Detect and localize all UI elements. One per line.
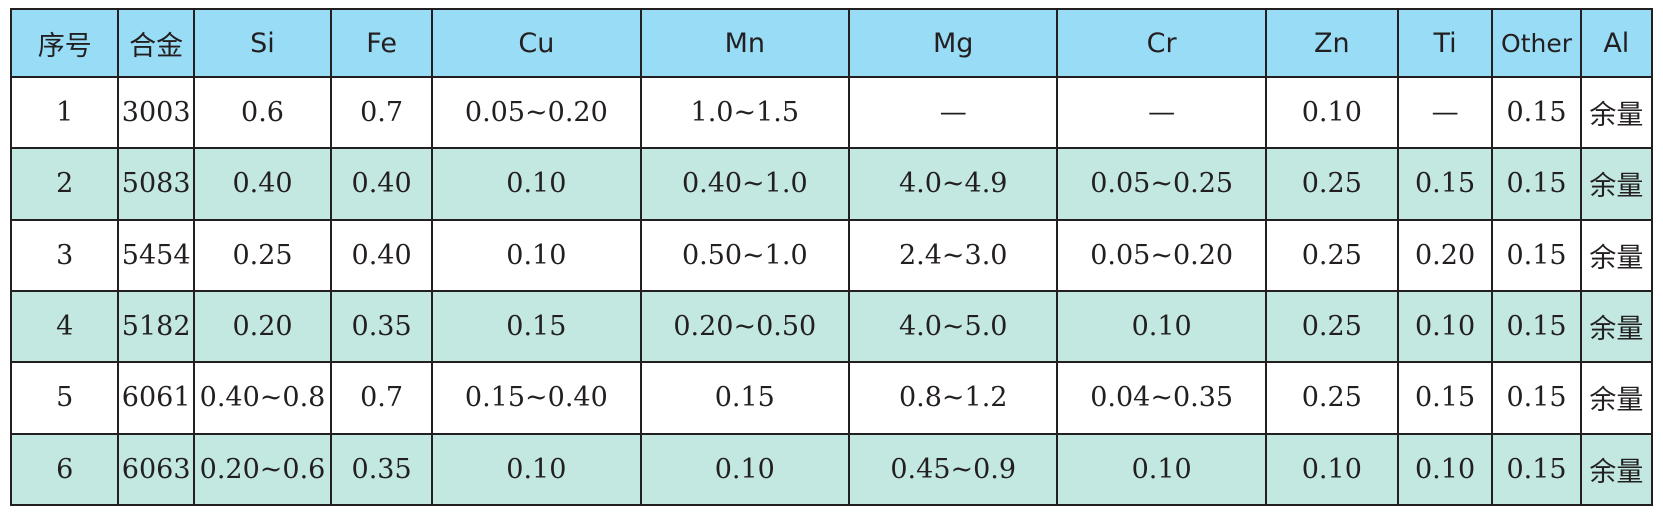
- cell-mn: 0.15: [639, 361, 851, 435]
- cell-cu: 0.15~0.40: [431, 361, 642, 435]
- cell-cr: —: [1056, 75, 1267, 150]
- col-header-ti: Ti: [1396, 8, 1494, 78]
- cell-cu: 0.10: [431, 147, 642, 221]
- col-header-other: Other: [1491, 8, 1582, 78]
- header-row: 序号 合金 Si Fe Cu Mn Mg Cr Zn Ti Other Al: [9, 8, 1654, 78]
- cell-mg: —: [847, 75, 1059, 150]
- cell-mg: 4.0~4.9: [847, 147, 1059, 221]
- cell-al: 余量: [1579, 289, 1654, 364]
- col-header-al: Al: [1579, 8, 1654, 78]
- cell-zn: 0.10: [1264, 75, 1399, 150]
- cell-index: 3: [9, 218, 120, 292]
- alloy-composition-table: 序号 合金 Si Fe Cu Mn Mg Cr Zn Ti Other Al 1…: [9, 8, 1654, 507]
- cell-alloy: 5454: [117, 218, 195, 292]
- cell-fe: 0.35: [330, 432, 434, 507]
- col-header-fe: Fe: [330, 8, 434, 78]
- cell-mn: 1.0~1.5: [639, 75, 851, 150]
- cell-index: 2: [9, 147, 120, 221]
- cell-mg: 0.8~1.2: [847, 361, 1059, 435]
- cell-cu: 0.15: [431, 289, 642, 364]
- table-row: 3 5454 0.25 0.40 0.10 0.50~1.0 2.4~3.0 0…: [9, 218, 1654, 292]
- cell-zn: 0.25: [1264, 218, 1399, 292]
- col-header-mg: Mg: [847, 8, 1059, 78]
- cell-mn: 0.50~1.0: [639, 218, 851, 292]
- cell-fe: 0.35: [330, 289, 434, 364]
- col-header-si: Si: [192, 8, 333, 78]
- cell-index: 5: [9, 361, 120, 435]
- cell-si: 0.40: [192, 147, 333, 221]
- col-header-alloy: 合金: [117, 8, 195, 78]
- cell-cr: 0.10: [1056, 432, 1267, 507]
- cell-ti: —: [1396, 75, 1494, 150]
- col-header-index: 序号: [9, 8, 120, 78]
- col-header-zn: Zn: [1264, 8, 1399, 78]
- cell-si: 0.6: [192, 75, 333, 150]
- cell-index: 1: [9, 75, 120, 150]
- table-row: 6 6063 0.20~0.6 0.35 0.10 0.10 0.45~0.9 …: [9, 432, 1654, 507]
- table-row: 2 5083 0.40 0.40 0.10 0.40~1.0 4.0~4.9 0…: [9, 147, 1654, 221]
- cell-fe: 0.40: [330, 218, 434, 292]
- cell-other: 0.15: [1491, 75, 1582, 150]
- cell-mn: 0.10: [639, 432, 851, 507]
- cell-si: 0.25: [192, 218, 333, 292]
- cell-mg: 4.0~5.0: [847, 289, 1059, 364]
- cell-index: 4: [9, 289, 120, 364]
- cell-cr: 0.10: [1056, 289, 1267, 364]
- cell-fe: 0.7: [330, 361, 434, 435]
- cell-al: 余量: [1579, 432, 1654, 507]
- table-row: 5 6061 0.40~0.8 0.7 0.15~0.40 0.15 0.8~1…: [9, 361, 1654, 435]
- cell-cr: 0.05~0.20: [1056, 218, 1267, 292]
- cell-mg: 0.45~0.9: [847, 432, 1059, 507]
- cell-alloy: 5182: [117, 289, 195, 364]
- cell-al: 余量: [1579, 147, 1654, 221]
- col-header-cu: Cu: [431, 8, 642, 78]
- cell-other: 0.15: [1491, 361, 1582, 435]
- cell-si: 0.40~0.8: [192, 361, 333, 435]
- cell-cu: 0.05~0.20: [431, 75, 642, 150]
- cell-cr: 0.04~0.35: [1056, 361, 1267, 435]
- table-row: 1 3003 0.6 0.7 0.05~0.20 1.0~1.5 — — 0.1…: [9, 75, 1654, 150]
- cell-mn: 0.40~1.0: [639, 147, 851, 221]
- cell-cr: 0.05~0.25: [1056, 147, 1267, 221]
- cell-index: 6: [9, 432, 120, 507]
- cell-other: 0.15: [1491, 218, 1582, 292]
- cell-mn: 0.20~0.50: [639, 289, 851, 364]
- cell-alloy: 3003: [117, 75, 195, 150]
- cell-cu: 0.10: [431, 218, 642, 292]
- cell-al: 余量: [1579, 218, 1654, 292]
- cell-alloy: 6063: [117, 432, 195, 507]
- cell-zn: 0.25: [1264, 289, 1399, 364]
- cell-ti: 0.15: [1396, 361, 1494, 435]
- cell-al: 余量: [1579, 75, 1654, 150]
- cell-cu: 0.10: [431, 432, 642, 507]
- table-row: 4 5182 0.20 0.35 0.15 0.20~0.50 4.0~5.0 …: [9, 289, 1654, 364]
- cell-zn: 0.25: [1264, 361, 1399, 435]
- cell-alloy: 6061: [117, 361, 195, 435]
- col-header-mn: Mn: [639, 8, 851, 78]
- col-header-cr: Cr: [1056, 8, 1267, 78]
- cell-si: 0.20~0.6: [192, 432, 333, 507]
- cell-other: 0.15: [1491, 432, 1582, 507]
- cell-si: 0.20: [192, 289, 333, 364]
- cell-ti: 0.10: [1396, 289, 1494, 364]
- cell-ti: 0.15: [1396, 147, 1494, 221]
- cell-other: 0.15: [1491, 147, 1582, 221]
- cell-ti: 0.10: [1396, 432, 1494, 507]
- cell-other: 0.15: [1491, 289, 1582, 364]
- cell-ti: 0.20: [1396, 218, 1494, 292]
- cell-fe: 0.7: [330, 75, 434, 150]
- cell-fe: 0.40: [330, 147, 434, 221]
- cell-alloy: 5083: [117, 147, 195, 221]
- cell-al: 余量: [1579, 361, 1654, 435]
- cell-zn: 0.25: [1264, 147, 1399, 221]
- cell-mg: 2.4~3.0: [847, 218, 1059, 292]
- cell-zn: 0.10: [1264, 432, 1399, 507]
